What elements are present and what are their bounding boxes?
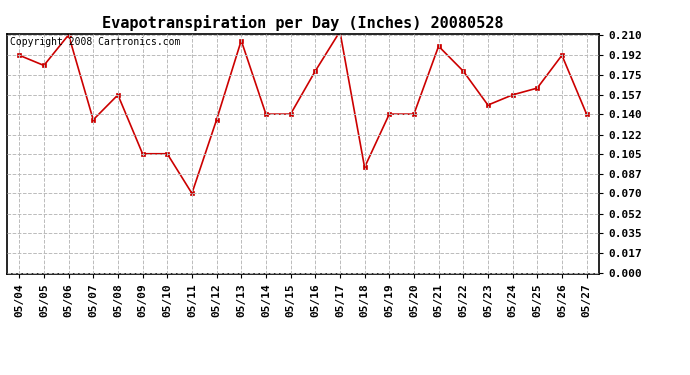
Text: Copyright 2008 Cartronics.com: Copyright 2008 Cartronics.com	[10, 38, 180, 47]
Title: Evapotranspiration per Day (Inches) 20080528: Evapotranspiration per Day (Inches) 2008…	[102, 15, 504, 31]
